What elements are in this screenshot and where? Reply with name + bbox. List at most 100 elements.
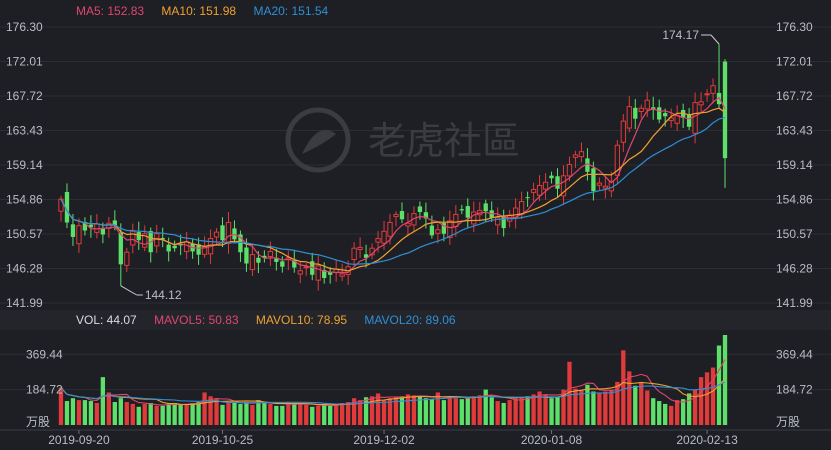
price-ma-lines: [60, 96, 726, 274]
candle-body: [722, 61, 728, 159]
volume-bar: [609, 390, 614, 425]
volume-bar: [519, 397, 524, 425]
volume-bar: [495, 401, 500, 425]
volume-bar: [369, 396, 375, 425]
candle-body: [70, 224, 76, 237]
candle-body: [698, 101, 704, 106]
volume-bar: [130, 403, 135, 425]
candlesticks: [58, 44, 728, 291]
candle-body: [471, 211, 477, 225]
volume-bar: [64, 401, 70, 425]
y-tick-right: 163.43: [776, 124, 813, 138]
candle-body: [417, 206, 423, 213]
y-tick-left: 163.43: [6, 124, 43, 138]
y-tick-left: 167.72: [6, 89, 43, 103]
low-callout-line: [120, 285, 138, 296]
vol-tick-right: 万股: [776, 415, 800, 429]
candle-body: [100, 228, 106, 235]
candle-body: [130, 230, 136, 246]
x-tick-label: 2020-02-13: [676, 433, 738, 447]
candle-body: [249, 254, 256, 271]
candle-body: [64, 191, 70, 223]
vol-tick-right: 369.44: [776, 347, 813, 361]
y-tick-right: 176.30: [776, 20, 813, 34]
volume-bar: [561, 389, 566, 425]
vol-tick-left: 184.72: [26, 383, 63, 397]
volume-bar: [423, 398, 429, 425]
volume-bar: [555, 397, 560, 425]
volume-bar: [489, 397, 494, 425]
volume-bar: [154, 405, 159, 425]
candle-body: [183, 241, 190, 253]
volume-bar: [453, 398, 458, 425]
candle-body: [542, 181, 549, 190]
candle-body: [620, 120, 626, 143]
candle-body: [274, 258, 279, 262]
candle-body: [692, 102, 698, 134]
volume-bar: [722, 335, 728, 425]
candle-body: [160, 237, 165, 240]
candle-body: [530, 188, 537, 193]
volume-bar: [286, 402, 291, 425]
volume-bar: [124, 402, 129, 425]
volume-bar: [178, 404, 183, 425]
candle-body: [112, 220, 117, 226]
y-tick-left: 150.57: [6, 227, 43, 241]
watermark-text: 老虎社區: [368, 119, 520, 163]
volume-bar: [393, 397, 399, 425]
x-tick-label: 2020-01-08: [521, 433, 583, 447]
volume-bar: [680, 399, 686, 425]
candle-body: [441, 223, 447, 234]
volume-bar: [657, 401, 662, 425]
volume-bar: [106, 392, 112, 425]
volume-bar: [375, 393, 381, 425]
grid-lines: [0, 26, 831, 431]
volume-bar: [190, 402, 195, 425]
candle-body: [357, 246, 363, 250]
volume-bar: [669, 405, 674, 425]
candle-body: [172, 245, 177, 249]
volume-bar: [651, 398, 656, 425]
volume-bar: [94, 402, 100, 425]
candle-body: [465, 206, 470, 218]
candle-body: [423, 212, 429, 219]
candle-body: [686, 113, 692, 127]
candle-body: [82, 222, 88, 231]
volume-bar: [459, 399, 464, 425]
volume-bar: [399, 396, 405, 425]
volume-bar: [304, 404, 309, 425]
candle-body: [166, 244, 171, 252]
y-tick-right: 172.01: [776, 55, 813, 69]
volume-bar: [513, 398, 518, 425]
ma10-legend: MA10: 151.98: [161, 4, 237, 18]
candle-body: [483, 203, 488, 212]
ma5-legend: MA5: 152.83: [76, 4, 145, 18]
volume-bar: [345, 402, 351, 425]
mavol5-legend: MAVOL5: 50.83: [154, 313, 239, 327]
volume-bar: [280, 405, 285, 425]
candle-body: [328, 271, 333, 275]
candle-body: [555, 176, 560, 189]
candle-body: [578, 151, 585, 158]
y-tick-left: 176.30: [6, 20, 43, 34]
volume-bar: [142, 403, 147, 425]
volume-bar: [202, 392, 207, 425]
volume-bar: [549, 398, 554, 425]
candle-body: [351, 247, 357, 260]
vol-tick-left: 369.44: [26, 347, 63, 361]
volume-bar: [663, 403, 668, 425]
volume-bar: [363, 397, 369, 425]
candle-body: [262, 255, 267, 258]
candle-body: [405, 222, 411, 227]
volume-bar: [387, 398, 393, 425]
candle-body: [663, 113, 668, 117]
volume-bar: [262, 402, 267, 425]
volume-bar: [507, 400, 512, 425]
volume-bar: [591, 391, 596, 425]
volume-bar: [220, 404, 225, 425]
ma10-line: [60, 107, 726, 272]
volume-bar: [537, 391, 542, 425]
y-tick-left: 159.14: [6, 158, 43, 172]
candle-body: [560, 175, 567, 197]
candle-body: [525, 197, 530, 199]
